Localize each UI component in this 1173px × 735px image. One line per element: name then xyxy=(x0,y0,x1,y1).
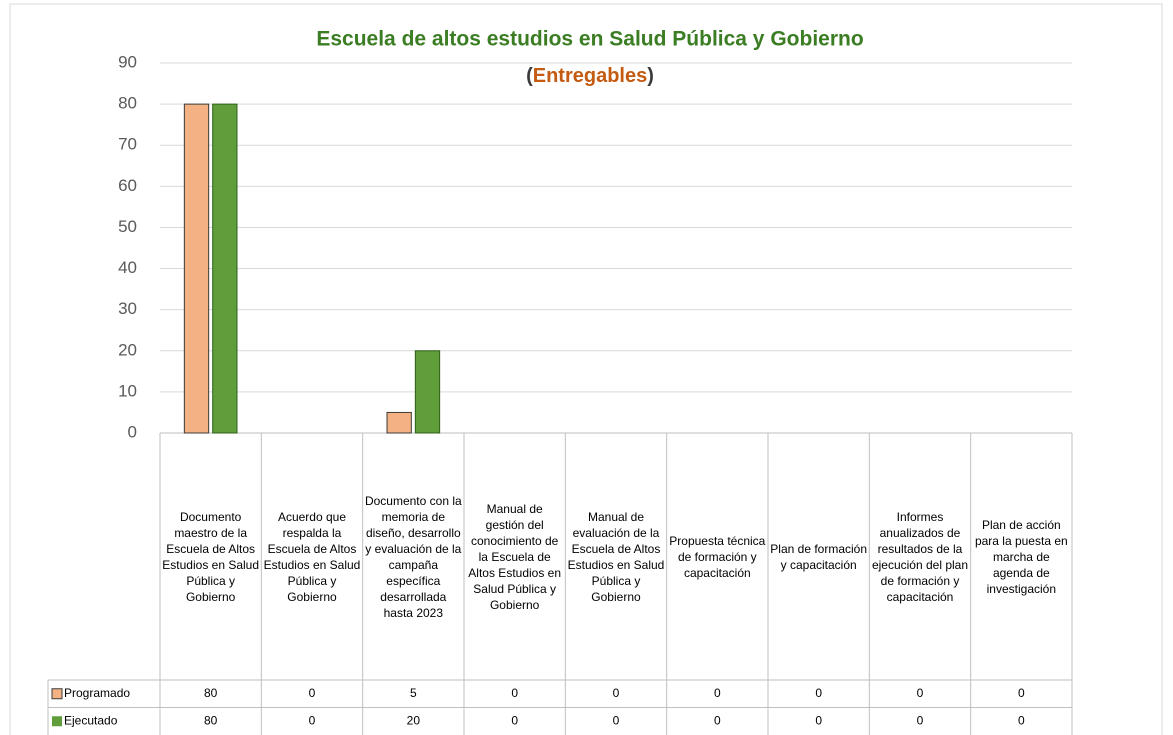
y-tick-label: 10 xyxy=(118,381,137,400)
chart-title: Escuela de altos estudios en Salud Públi… xyxy=(316,28,863,51)
table-value: 0 xyxy=(815,686,822,700)
x-tick-label: Propuesta técnica de formación y capacit… xyxy=(669,533,766,580)
x-tick-label-box: Propuesta técnica de formación y capacit… xyxy=(669,533,766,580)
y-tick-label: 20 xyxy=(118,340,137,359)
x-tick-label: Manual de gestión del conocimiento de la… xyxy=(468,501,562,612)
bar xyxy=(212,103,238,434)
x-tick-label: Acuerdo que respalda la Escuela de Altos… xyxy=(263,509,361,604)
x-tick-label: Plan de formación y capacitación xyxy=(770,541,868,572)
table-value: 0 xyxy=(815,713,822,727)
legend-key xyxy=(52,716,62,727)
x-tick-label-box: Informes anualizados de resultados de la… xyxy=(871,509,969,604)
table-value: 0 xyxy=(714,713,721,727)
x-tick-label: Documento maestro de la Escuela de Altos… xyxy=(162,509,260,604)
x-tick-label-box: Acuerdo que respalda la Escuela de Altos… xyxy=(263,509,361,604)
table-value: 0 xyxy=(511,713,518,727)
y-tick-label: 70 xyxy=(118,135,137,154)
y-tick-label: 50 xyxy=(118,217,137,236)
table-value: 5 xyxy=(410,686,417,700)
table-value: 0 xyxy=(1018,713,1025,727)
y-tick-label: 90 xyxy=(118,52,137,71)
chart-subtitle: (Entregables) xyxy=(526,65,654,87)
x-tick-label-box: Documento con la memoria de diseño, desa… xyxy=(364,493,462,620)
table-value: 0 xyxy=(1018,686,1025,700)
subtitle-part: ( xyxy=(526,65,533,87)
x-tick-label-box: Plan de acción para la puesta en marcha … xyxy=(974,517,1068,596)
y-tick-label: 60 xyxy=(118,176,137,195)
table-value: 0 xyxy=(613,713,620,727)
subtitle-part: ) xyxy=(647,65,654,87)
subtitle-part: Entregables xyxy=(533,65,647,87)
x-tick-label: Informes anualizados de resultados de la… xyxy=(871,509,969,604)
table-value: 0 xyxy=(917,686,924,700)
x-tick-label: Plan de acción para la puesta en marcha … xyxy=(974,517,1068,596)
table-value: 0 xyxy=(309,713,316,727)
bar xyxy=(183,103,210,434)
table-value: 0 xyxy=(511,686,518,700)
legend-label: Programado xyxy=(64,686,130,700)
bar xyxy=(386,411,412,434)
x-tick-label: Documento con la memoria de diseño, desa… xyxy=(364,493,462,620)
table-value: 0 xyxy=(309,686,316,700)
y-tick-label: 30 xyxy=(118,299,137,318)
table-value: 80 xyxy=(204,686,218,700)
x-tick-label-box: Manual de gestión del conocimiento de la… xyxy=(468,501,562,612)
table-value: 80 xyxy=(204,713,218,727)
y-tick-label: 40 xyxy=(118,258,137,277)
table-value: 0 xyxy=(613,686,620,700)
table-value: 0 xyxy=(917,713,924,727)
y-tick-label: 80 xyxy=(118,94,137,113)
y-tick-label: 0 xyxy=(128,422,137,441)
x-tick-label-box: Plan de formación y capacitación xyxy=(770,541,868,572)
table-value: 0 xyxy=(714,686,721,700)
legend-label: Ejecutado xyxy=(64,713,118,727)
x-tick-label-box: Documento maestro de la Escuela de Altos… xyxy=(162,509,260,604)
legend-key xyxy=(51,688,63,700)
table-value: 20 xyxy=(407,713,421,727)
bar xyxy=(414,350,441,434)
x-tick-label: Manual de evaluación de la Escuela de Al… xyxy=(567,509,665,604)
x-tick-label-box: Manual de evaluación de la Escuela de Al… xyxy=(567,509,665,604)
